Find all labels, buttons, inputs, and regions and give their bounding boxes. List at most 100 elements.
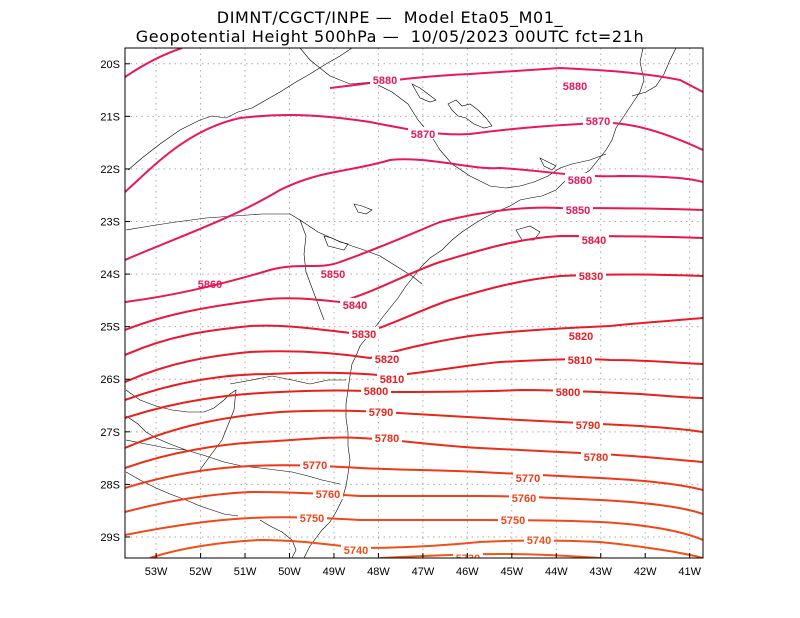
lat-tick-label: 22S xyxy=(100,164,120,176)
contour-label-5840: 5840 xyxy=(582,235,606,247)
contour-label-5820: 5820 xyxy=(375,354,399,366)
contour-5860 xyxy=(125,158,703,261)
contour-label-5760: 5760 xyxy=(512,493,536,505)
graticule-gridlines xyxy=(125,48,703,558)
plot-frame xyxy=(124,47,704,559)
lat-tick-label: 25S xyxy=(100,322,120,334)
coast-islands xyxy=(515,225,541,241)
contour-label-5770: 5770 xyxy=(303,460,327,472)
contour-label-5790: 5790 xyxy=(369,407,393,419)
lon-tick-label: 43W xyxy=(589,566,612,578)
border-paraguay xyxy=(125,415,187,451)
contour-5760 xyxy=(125,490,703,515)
contour-label-bg xyxy=(340,298,370,310)
contour-label-bg xyxy=(195,277,225,289)
contour-5810 xyxy=(125,358,703,401)
contour-label-5860: 5860 xyxy=(568,175,592,187)
contour-label-5870: 5870 xyxy=(586,116,610,128)
contour-5730 xyxy=(379,552,601,558)
contour-label-bg xyxy=(408,127,438,139)
contour-label-bg xyxy=(349,327,379,339)
contour-label-5850: 5850 xyxy=(566,205,590,217)
inland-lake-3 xyxy=(353,203,373,215)
contour-label-5780: 5780 xyxy=(375,433,399,445)
contour-5870 xyxy=(125,114,703,193)
lat-tick-label: 28S xyxy=(100,479,120,491)
contour-label-bg xyxy=(524,533,554,545)
contour-5820 xyxy=(125,317,703,383)
contour-label-bg xyxy=(581,450,611,462)
contour-label-bg xyxy=(565,353,595,365)
lon-tick-label: 48W xyxy=(367,566,390,578)
inland-lake-1 xyxy=(447,99,493,129)
lat-tick-label: 20S xyxy=(100,59,120,71)
lon-tick-label: 47W xyxy=(412,566,435,578)
contour-label-5760: 5760 xyxy=(316,489,340,501)
lat-tick-label: 29S xyxy=(100,532,120,544)
contour-label-bg xyxy=(318,267,348,279)
contour-label-5870: 5870 xyxy=(411,129,435,141)
state-border-ms-sp xyxy=(127,48,353,171)
contour-label-bg xyxy=(573,418,603,430)
contour-label-bg xyxy=(313,487,343,499)
contour-label-5790: 5790 xyxy=(576,420,600,432)
contour-label-5740: 5740 xyxy=(344,545,368,557)
contour-label-5730: 5730 xyxy=(456,553,480,565)
chart-title-line2: Geopotential Height 500hPa — 10/05/2023 … xyxy=(135,27,645,46)
contour-label-bg xyxy=(366,405,396,417)
lat-tick-label: 24S xyxy=(100,269,120,281)
contour-label-bg xyxy=(361,384,391,396)
contour-label-5840: 5840 xyxy=(343,300,367,312)
chart-title-line1: DIMNT/CGCT/INPE — Model Eta05_M01_ xyxy=(216,8,564,27)
height-contours: 5880 588058705870586058605850585058405840… xyxy=(125,48,703,565)
lon-tick-label: 51W xyxy=(234,566,257,578)
contour-label-5810: 5810 xyxy=(380,374,404,386)
contour-label-5820: 5820 xyxy=(569,331,593,343)
lon-tick-label: 53W xyxy=(145,566,168,578)
contour-label-bg xyxy=(372,352,402,364)
contour-label-5830: 5830 xyxy=(579,271,603,283)
lon-tick-label: 49W xyxy=(323,566,346,578)
contour-label-5800: 5800 xyxy=(364,386,388,398)
lon-tick-label: 46W xyxy=(456,566,479,578)
contour-label-bg xyxy=(498,513,528,525)
lat-tick-label: 27S xyxy=(100,427,120,439)
contour-label-5780: 5780 xyxy=(584,452,608,464)
contour-label-5750: 5750 xyxy=(501,515,525,527)
contour-label-5830: 5830 xyxy=(352,329,376,341)
contour-5800 xyxy=(125,388,703,419)
state-border-pr-sp xyxy=(299,219,423,285)
border-argentina xyxy=(125,389,237,471)
lagoa-dos-patos xyxy=(259,519,297,558)
contour-label-bg xyxy=(565,173,595,185)
contour-label-bg xyxy=(566,329,596,341)
contour-label-5880: 5880 xyxy=(373,75,397,87)
lon-tick-label: 50W xyxy=(278,566,301,578)
contour-label-bg xyxy=(453,551,483,558)
axis-ticks: 20S 21S 22S 23S 24S 25S 26S 27S 28S 29S 53W 52W 51W 5… xyxy=(100,59,701,578)
contour-label-bg xyxy=(576,269,606,281)
contour-label-bg xyxy=(509,491,539,503)
contour-label-5850: 5850 xyxy=(321,269,345,281)
contour-label-5750: 5750 xyxy=(300,513,324,525)
lat-tick-label: 23S xyxy=(100,217,120,229)
contour-label-bg xyxy=(583,114,613,126)
contour-label-bg xyxy=(370,73,400,85)
lon-tick-label: 45W xyxy=(501,566,524,578)
contour-label-5800: 5800 xyxy=(556,387,580,399)
contour-5880 xyxy=(125,48,703,93)
contour-5780 xyxy=(125,436,703,469)
lon-tick-label: 41W xyxy=(678,566,701,578)
inland-lake-4 xyxy=(411,83,437,103)
contour-label-bg xyxy=(579,233,609,245)
contour-label-5740: 5740 xyxy=(527,535,551,547)
contour-label-bg xyxy=(377,372,407,384)
contour-label-5770: 5770 xyxy=(516,473,540,485)
contour-5770 xyxy=(125,464,703,491)
contour-5740 xyxy=(149,538,703,558)
contour-label-bg xyxy=(560,79,590,91)
state-border-pr-sc xyxy=(229,375,346,385)
baia-guanabara xyxy=(539,157,557,171)
contour-5750 xyxy=(125,516,703,541)
